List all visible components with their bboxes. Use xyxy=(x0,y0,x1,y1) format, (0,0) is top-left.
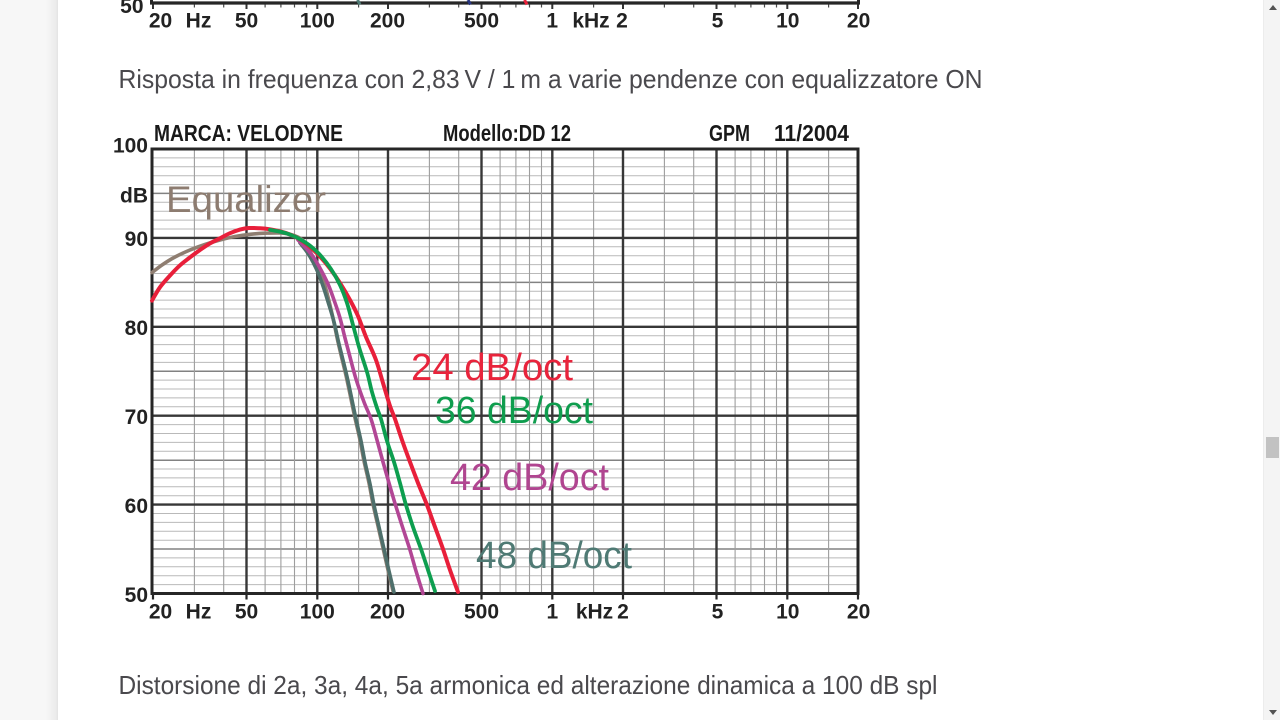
svg-text:Equalizer: Equalizer xyxy=(166,179,326,220)
svg-text:1: 1 xyxy=(546,601,558,624)
svg-text:Risposta in frequenza con 2,83: Risposta in frequenza con 2,83 V / 1 m a… xyxy=(119,64,983,94)
svg-text:kHz: kHz xyxy=(576,601,613,624)
svg-text:10: 10 xyxy=(776,601,799,624)
svg-text:11/2004: 11/2004 xyxy=(774,120,849,146)
svg-text:24 dB/oct: 24 dB/oct xyxy=(411,347,573,389)
svg-text:200: 200 xyxy=(370,601,405,624)
svg-text:5: 5 xyxy=(712,601,724,624)
svg-text:20: 20 xyxy=(149,10,172,33)
svg-text:90: 90 xyxy=(125,228,148,251)
svg-text:Hz: Hz xyxy=(186,601,212,624)
svg-text:2: 2 xyxy=(616,10,628,33)
svg-text:10: 10 xyxy=(776,10,799,33)
svg-text:500: 500 xyxy=(464,10,499,33)
svg-text:5: 5 xyxy=(712,10,724,33)
svg-text:48 dB/oct: 48 dB/oct xyxy=(476,535,632,577)
svg-text:50: 50 xyxy=(120,0,143,18)
svg-text:50: 50 xyxy=(235,10,258,33)
svg-text:100: 100 xyxy=(113,135,148,158)
svg-text:100: 100 xyxy=(300,601,335,624)
svg-text:100: 100 xyxy=(300,10,335,33)
svg-text:20: 20 xyxy=(847,601,870,624)
svg-text:200: 200 xyxy=(370,10,405,33)
svg-text:50: 50 xyxy=(235,601,258,624)
svg-text:42 dB/oct: 42 dB/oct xyxy=(450,457,609,499)
svg-text:MARCA: VELODYNE: MARCA: VELODYNE xyxy=(154,120,343,146)
svg-text:500: 500 xyxy=(464,601,499,624)
svg-text:80: 80 xyxy=(125,317,148,340)
svg-text:36 dB/oct: 36 dB/oct xyxy=(435,390,593,432)
svg-text:20: 20 xyxy=(149,601,172,624)
svg-text:2: 2 xyxy=(617,601,629,624)
svg-text:Distorsione di 2a, 3a, 4a, 5a: Distorsione di 2a, 3a, 4a, 5a armonica e… xyxy=(119,670,938,700)
svg-text:dB: dB xyxy=(120,185,148,208)
svg-text:GPM: GPM xyxy=(709,120,750,146)
svg-text:Hz: Hz xyxy=(186,10,212,33)
svg-text:50: 50 xyxy=(125,584,148,607)
svg-text:70: 70 xyxy=(125,406,148,429)
svg-text:20: 20 xyxy=(847,10,870,33)
svg-text:60: 60 xyxy=(125,495,148,518)
svg-text:1: 1 xyxy=(546,10,558,33)
svg-text:kHz: kHz xyxy=(572,10,609,33)
svg-text:Modello:DD 12: Modello:DD 12 xyxy=(443,120,571,146)
